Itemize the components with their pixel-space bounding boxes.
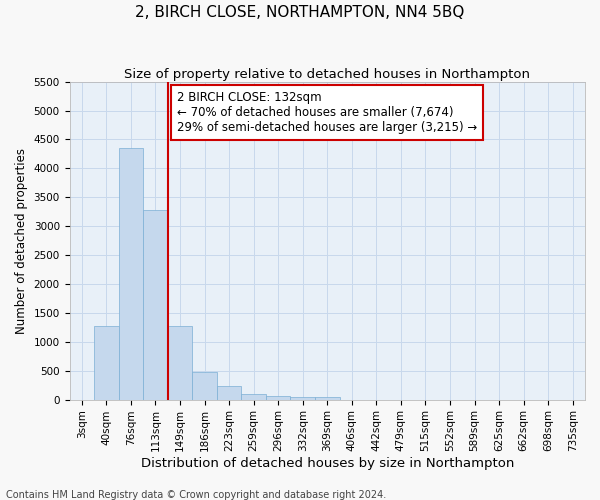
Bar — [119, 148, 143, 400]
X-axis label: Distribution of detached houses by size in Northampton: Distribution of detached houses by size … — [140, 457, 514, 470]
Bar — [241, 394, 266, 400]
Bar — [168, 326, 192, 400]
Text: 2, BIRCH CLOSE, NORTHAMPTON, NN4 5BQ: 2, BIRCH CLOSE, NORTHAMPTON, NN4 5BQ — [136, 5, 464, 20]
Bar — [266, 396, 290, 400]
Bar — [315, 396, 340, 400]
Bar — [217, 386, 241, 400]
Title: Size of property relative to detached houses in Northampton: Size of property relative to detached ho… — [124, 68, 530, 80]
Bar — [192, 372, 217, 400]
Bar — [290, 396, 315, 400]
Y-axis label: Number of detached properties: Number of detached properties — [15, 148, 28, 334]
Bar — [94, 326, 119, 400]
Text: 2 BIRCH CLOSE: 132sqm
← 70% of detached houses are smaller (7,674)
29% of semi-d: 2 BIRCH CLOSE: 132sqm ← 70% of detached … — [177, 91, 478, 134]
Bar — [143, 210, 168, 400]
Text: Contains HM Land Registry data © Crown copyright and database right 2024.: Contains HM Land Registry data © Crown c… — [6, 490, 386, 500]
